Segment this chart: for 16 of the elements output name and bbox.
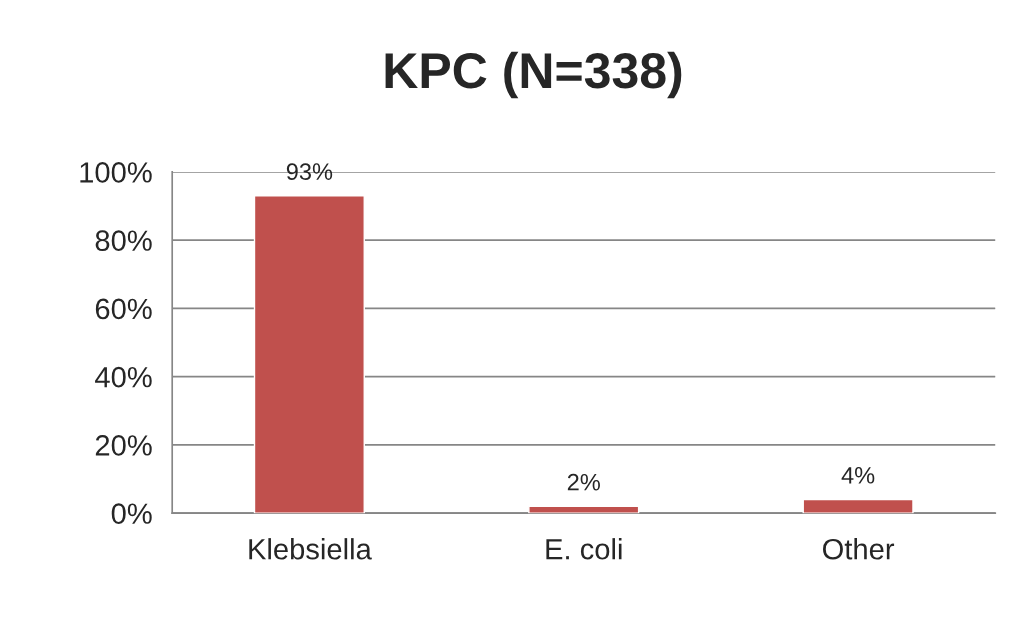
y-tick-label: 100% (80, 162, 152, 183)
y-tick-label: 0% (111, 503, 152, 524)
bar (528, 505, 640, 514)
y-tick-label: 80% (95, 230, 152, 251)
x-tick-label: Other (823, 538, 895, 560)
bar (802, 498, 914, 514)
bar (253, 195, 365, 514)
y-tick-label: 20% (95, 435, 152, 456)
data-label: 93% (286, 163, 333, 180)
y-tick-label: 40% (95, 366, 152, 388)
data-label: 4% (841, 467, 875, 484)
x-tick-label: Klebsiella (249, 538, 372, 560)
data-label: 2% (567, 473, 600, 491)
x-tick-label: E. coli (546, 538, 622, 560)
chart-title: KPC (N=338) (385, 51, 682, 99)
y-tick-label: 60% (95, 298, 152, 320)
